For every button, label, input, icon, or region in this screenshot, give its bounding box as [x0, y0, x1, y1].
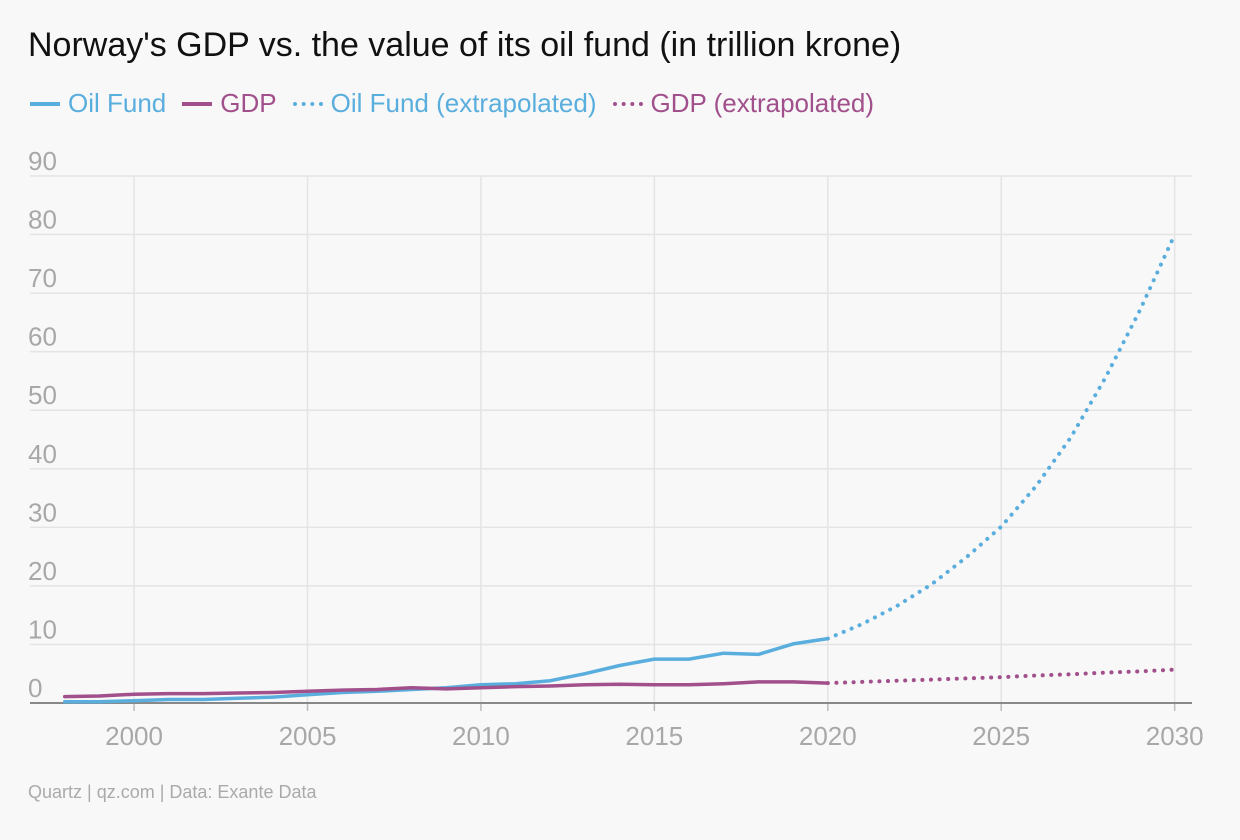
y-tick-label: 40 — [28, 439, 57, 469]
x-tick-label: 2005 — [279, 721, 337, 751]
y-tick-label: 80 — [28, 205, 57, 235]
y-tick-label: 60 — [28, 322, 57, 352]
y-tick-label: 10 — [28, 614, 57, 644]
x-tick-label: 2000 — [105, 721, 163, 751]
x-tick-label: 2015 — [625, 721, 683, 751]
legend-swatch-dotted-icon — [612, 101, 643, 106]
x-tick-label: 2010 — [452, 721, 510, 751]
legend-item-oil-fund-extrapolated: Oil Fund (extrapolated) — [292, 88, 597, 119]
x-tick-label: 2030 — [1146, 721, 1204, 751]
y-tick-label: 70 — [28, 263, 57, 293]
legend-item-gdp: GDP — [182, 88, 277, 119]
legend-item-oil-fund: Oil Fund — [30, 88, 166, 119]
legend-swatch-solid-icon — [30, 101, 60, 106]
legend-label: GDP — [220, 88, 277, 118]
y-tick-label: 30 — [28, 497, 57, 527]
y-tick-label: 50 — [28, 380, 57, 410]
x-tick-label: 2025 — [972, 721, 1030, 751]
legend-label: GDP (extrapolated) — [650, 88, 875, 118]
x-tick-label: 2020 — [799, 721, 857, 751]
series-line-gdp — [62, 680, 830, 699]
chart-legend: Oil Fund GDP Oil Fund (extrapolated) GDP… — [30, 88, 890, 119]
series-line-oil-fund-extrapolated — [825, 232, 1177, 641]
y-tick-label: 0 — [28, 673, 42, 703]
series-line-gdp-extrapolated — [825, 667, 1177, 686]
y-tick-label: 20 — [28, 556, 57, 586]
source-footer: Quartz | qz.com | Data: Exante Data — [28, 782, 317, 802]
y-tick-label: 90 — [28, 146, 57, 176]
legend-label: Oil Fund (extrapolated) — [330, 88, 597, 118]
legend-swatch-dotted-icon — [292, 101, 323, 106]
legend-label: Oil Fund — [68, 88, 167, 118]
legend-item-gdp-extrapolated: GDP (extrapolated) — [612, 88, 875, 119]
chart-title: Norway's GDP vs. the value of its oil fu… — [28, 26, 902, 64]
legend-swatch-solid-icon — [182, 101, 213, 106]
